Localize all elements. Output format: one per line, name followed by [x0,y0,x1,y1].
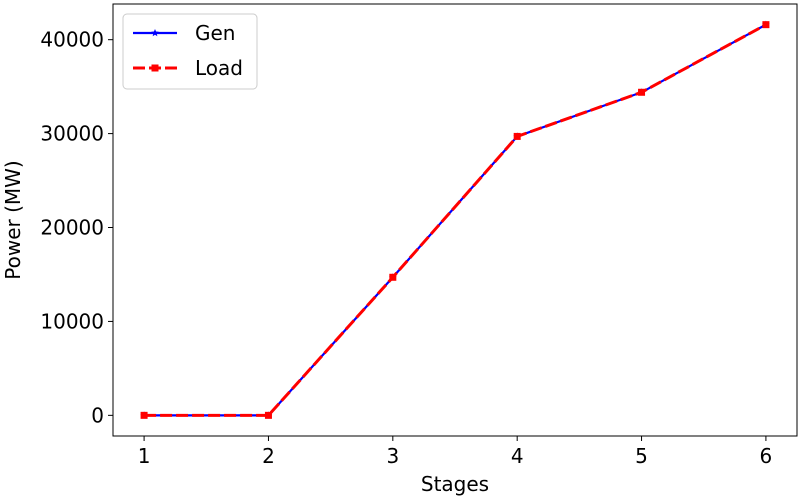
load-data-point [638,88,646,96]
load-data-point [513,132,521,140]
load-data-point [389,273,397,281]
load-data-point [140,411,148,419]
load-data-point [264,411,272,419]
load-legend-marker [151,64,159,72]
x-tick-label: 5 [635,444,648,468]
load-series-line [144,23,767,417]
x-tick-label: 2 [262,444,275,468]
x-tick-label: 6 [760,444,773,468]
x-tick-label: 1 [138,444,151,468]
x-tick-label: 4 [511,444,524,468]
x-axis-ticks: 1 2 3 4 5 6 [138,436,773,468]
y-axis-label: Power (MW) [1,160,25,279]
x-axis-label: Stages [421,472,489,496]
y-axis-ticks: 0 10000 20000 30000 40000 [40,28,113,427]
y-tick-label: 0 [91,403,104,427]
series-layer [140,20,770,419]
y-tick-label: 10000 [40,309,104,333]
legend: Gen Load [122,13,258,90]
gen-legend-label: Gen [195,21,235,45]
gen-legend-marker [151,29,159,37]
y-tick-label: 40000 [40,28,104,52]
y-tick-label: 20000 [40,216,104,240]
y-tick-label: 30000 [40,122,104,146]
plot-frame [112,3,798,437]
load-data-point [762,21,770,29]
x-tick-label: 3 [386,444,399,468]
load-legend-label: Load [195,56,243,80]
